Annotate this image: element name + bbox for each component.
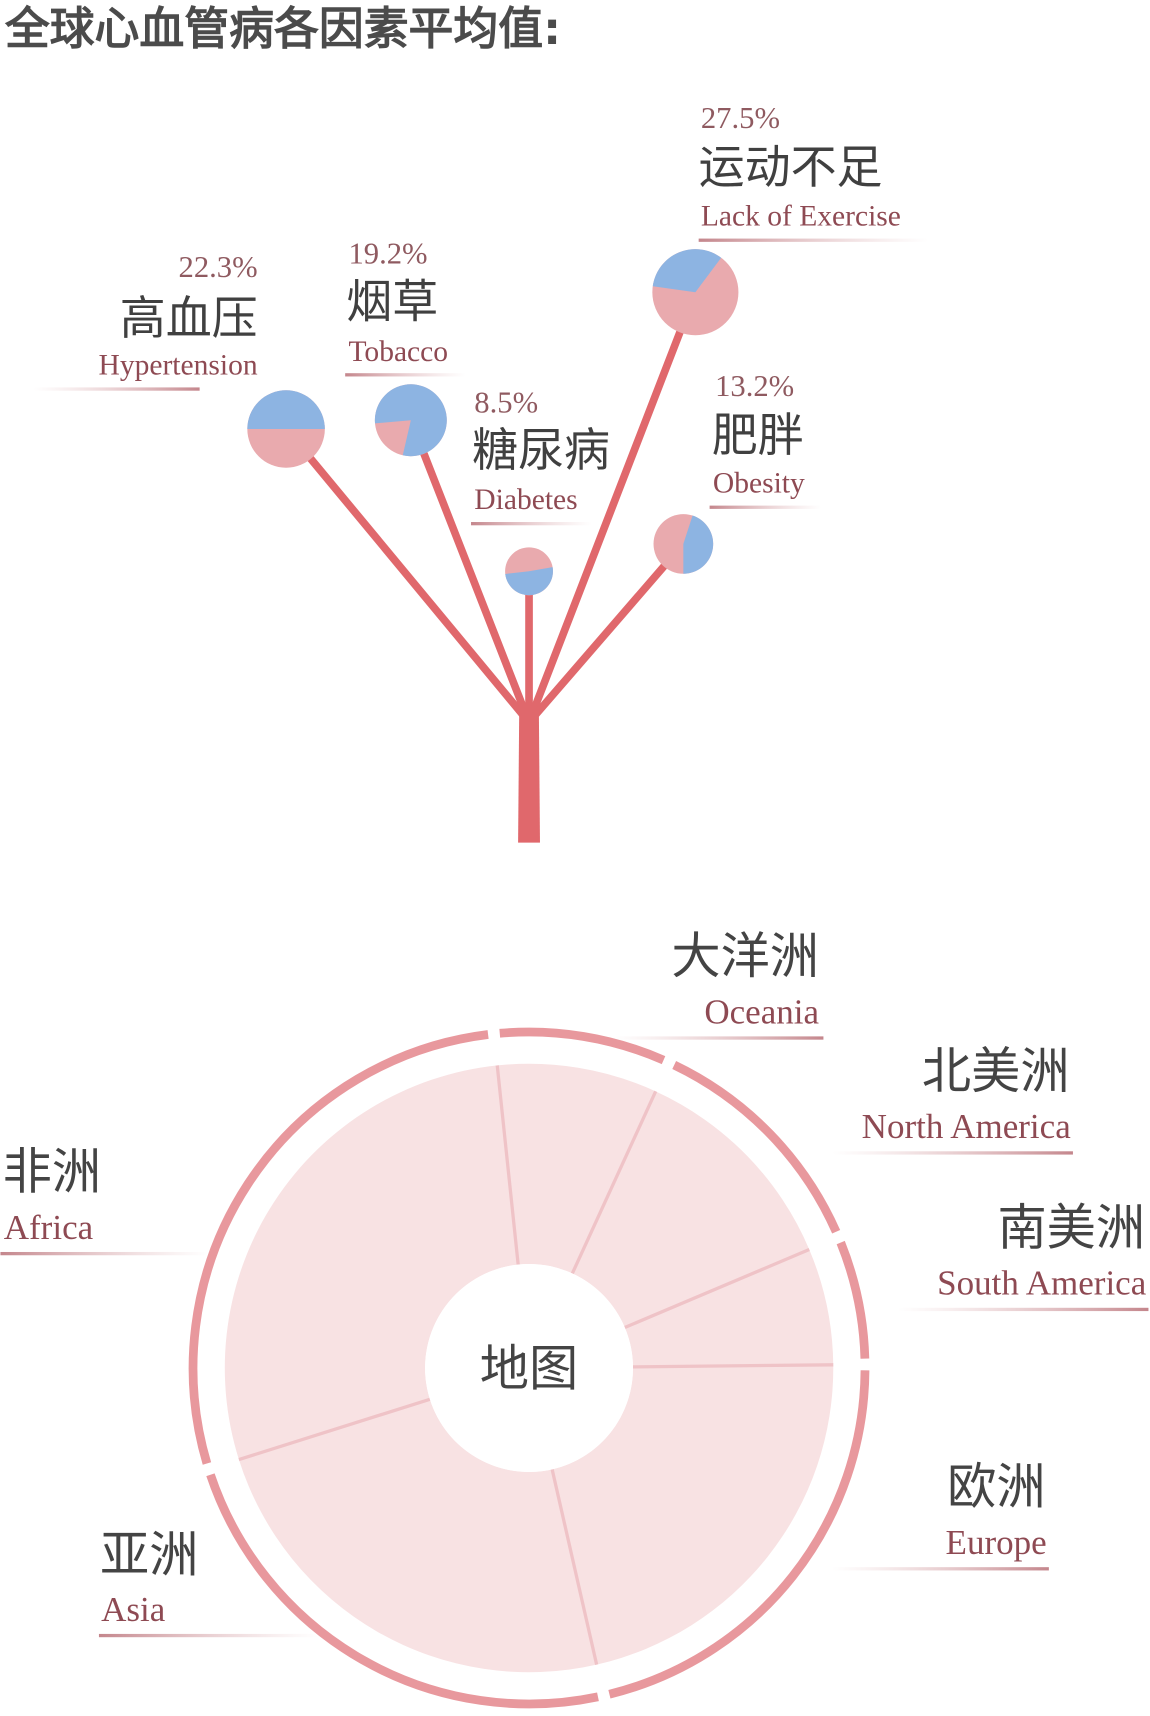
underline-south-america [897, 1307, 1149, 1312]
ring-arc-north-america [672, 1061, 841, 1234]
underline-asia [98, 1633, 318, 1638]
name-cn-tobacco: 烟草 [346, 274, 438, 328]
pie-diabetes-slice-a [505, 567, 553, 596]
branch-lack-of-exercise [525, 288, 700, 727]
divider-north-america [570, 1090, 658, 1275]
name-en-tobacco: Tobacco [348, 336, 448, 368]
divider-asia [550, 1468, 599, 1665]
donut-outer-ring [188, 1027, 870, 1709]
page-title: 全球心血管病各因素平均值: [4, 2, 561, 55]
label-africa: 非洲 Africa [0, 1143, 209, 1256]
sector-africa [224, 1065, 519, 1460]
branch-obesity [525, 540, 688, 727]
value-label-hypertension: 22.3% [179, 250, 258, 284]
name-en-north-america: North America [862, 1107, 1072, 1146]
underline-africa [0, 1251, 209, 1256]
tree-trunk [518, 713, 540, 843]
label-hypertension: 22.3% 高血压 Hypertension [33, 250, 258, 391]
name-cn-north-america: 北美洲 [922, 1042, 1070, 1100]
value-label-lack-of-exercise: 27.5% [701, 101, 780, 135]
name-cn-obesity: 肥胖 [712, 408, 804, 462]
divider-oceania [495, 1065, 520, 1265]
region-donut: 地图 大洋洲 Oceania 北美洲 North America 南美洲 Sou… [0, 927, 1149, 1709]
pie-diabetes [505, 547, 553, 596]
value-label-diabetes: 8.5% [474, 386, 538, 420]
label-south-america: 南美洲 South America [897, 1198, 1149, 1312]
name-en-asia: Asia [101, 1590, 166, 1629]
label-diabetes: 8.5% 糖尿病 Diabetes [471, 386, 610, 526]
name-cn-africa: 非洲 [3, 1143, 101, 1201]
underline-diabetes [471, 522, 592, 526]
underline-oceania [613, 1036, 824, 1040]
name-cn-oceania: 大洋洲 [671, 927, 819, 985]
name-cn-lack-of-exercise: 运动不足 [699, 140, 883, 194]
label-asia: 亚洲 Asia [98, 1526, 318, 1638]
sector-south-america [624, 1249, 834, 1367]
label-north-america: 北美洲 North America [832, 1042, 1073, 1155]
name-en-lack-of-exercise: Lack of Exercise [701, 200, 901, 232]
label-tobacco: 19.2% 烟草 Tobacco [345, 237, 466, 377]
sector-oceania [497, 1063, 656, 1274]
divider-europe [632, 1363, 834, 1369]
pie-tobacco [374, 384, 447, 457]
factor-pies [247, 249, 739, 596]
sector-asia [238, 1399, 597, 1673]
name-en-diabetes: Diabetes [474, 484, 577, 516]
name-cn-diabetes: 糖尿病 [472, 423, 610, 477]
name-en-hypertension: Hypertension [99, 349, 258, 381]
name-en-europe: Europe [946, 1523, 1047, 1562]
label-lack-of-exercise: 27.5% 运动不足 Lack of Exercise [698, 101, 929, 242]
donut-center-circle [425, 1264, 634, 1472]
name-cn-europe: 欧洲 [947, 1458, 1045, 1516]
ring-arc-south-america [836, 1240, 870, 1359]
underline-lack-of-exercise [698, 238, 929, 242]
pie-hypertension [247, 390, 325, 468]
pie-lack-of-exercise-slice-a [652, 249, 722, 293]
underline-north-america [832, 1151, 1073, 1155]
name-en-south-america: South America [937, 1264, 1147, 1303]
ring-arc-asia [206, 1473, 599, 1709]
sector-north-america [572, 1091, 810, 1328]
name-en-africa: Africa [4, 1208, 94, 1247]
name-en-oceania: Oceania [704, 992, 819, 1031]
ring-arc-europe [608, 1370, 870, 1699]
pie-obesity-slice-a [683, 515, 714, 574]
label-obesity: 13.2% 肥胖 Obesity [709, 369, 822, 509]
donut-dividers [238, 1065, 834, 1665]
pie-hypertension-slice-a [247, 390, 325, 429]
ring-arc-oceania [499, 1027, 666, 1065]
branch-tobacco [407, 416, 533, 727]
branch-hypertension [282, 425, 533, 727]
underline-obesity [709, 505, 822, 509]
pie-obesity [653, 514, 714, 574]
name-cn-asia: 亚洲 [100, 1526, 198, 1584]
divider-south-america [624, 1247, 810, 1330]
name-en-obesity: Obesity [713, 467, 805, 499]
label-europe: 欧洲 Europe [832, 1458, 1049, 1571]
name-cn-hypertension: 高血压 [120, 291, 258, 345]
label-oceania: 大洋洲 Oceania [613, 927, 824, 1040]
tree-branches [282, 288, 700, 727]
donut-sectors [224, 1063, 834, 1673]
pie-tobacco-slice-a [374, 384, 447, 457]
value-label-tobacco: 19.2% [348, 237, 427, 271]
name-cn-south-america: 南美洲 [997, 1198, 1145, 1256]
sector-europe [552, 1364, 834, 1665]
risk-factor-tree: 22.3% 高血压 Hypertension 19.2% 烟草 Tobacco … [33, 101, 929, 843]
divider-africa [238, 1397, 431, 1462]
underline-hypertension [33, 387, 200, 391]
donut-center-label: 地图 [480, 1339, 578, 1397]
ring-arc-africa [188, 1030, 489, 1465]
value-label-obesity: 13.2% [715, 369, 794, 403]
underline-tobacco [345, 373, 466, 377]
underline-europe [832, 1567, 1049, 1571]
pie-lack-of-exercise [652, 249, 739, 336]
